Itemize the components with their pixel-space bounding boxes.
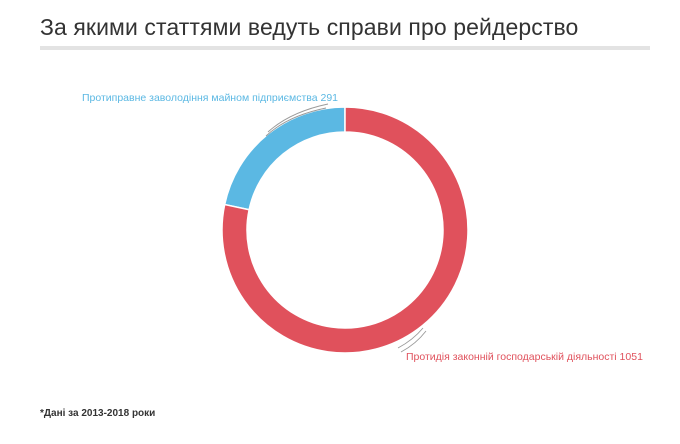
footnote: *Дані за 2013-2018 роки [40, 408, 156, 419]
label-business-obstruction: Протидія законній господарській діяльнос… [406, 351, 643, 363]
labels-layer: Протиправне заволодіння майном підприємс… [82, 92, 643, 363]
slices-layer [221, 106, 469, 354]
label-property-seizure: Протиправне заволодіння майном підприємс… [82, 92, 338, 104]
chart-title: За якими статтями ведуть справи про рейд… [40, 14, 579, 40]
leader-lines-layer [265, 103, 427, 353]
title-divider [40, 46, 650, 50]
slice-business-obstruction [221, 106, 469, 354]
leader-line-property-seizure [265, 103, 329, 137]
leader-line-business-obstruction [397, 327, 427, 353]
